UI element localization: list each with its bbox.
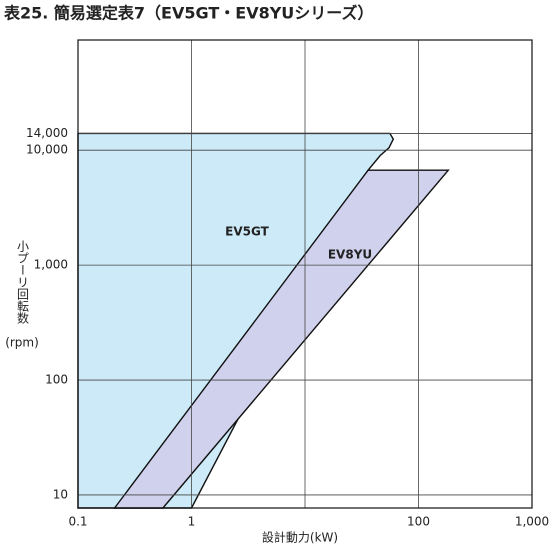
y-axis-label: 小プーリ回転数 bbox=[16, 240, 30, 325]
area-label: EV8YU bbox=[328, 248, 372, 262]
area-label: EV5GT bbox=[225, 225, 269, 239]
x-tick-label: 100 bbox=[407, 515, 430, 529]
y-tick-label: 100 bbox=[45, 373, 68, 387]
area bbox=[77, 132, 395, 509]
plot-border bbox=[77, 39, 533, 509]
y-tick-label: 10 bbox=[53, 487, 68, 501]
x-tick-label: 1 bbox=[188, 515, 196, 529]
y-axis-unit: (rpm) bbox=[5, 336, 39, 350]
x-axis-label: 設計動力(kW) bbox=[262, 530, 338, 545]
x-tick-label: 0.1 bbox=[68, 515, 87, 529]
x-tick-label: 1,000 bbox=[515, 515, 549, 529]
y-tick-label: 1,000 bbox=[34, 258, 68, 272]
y-tick-label: 10,000 bbox=[26, 143, 68, 157]
chart-title: 表25. 簡易選定表7（EV5GT・EV8YUシリーズ） bbox=[3, 4, 373, 23]
y-tick-label: 14,000 bbox=[26, 126, 68, 140]
